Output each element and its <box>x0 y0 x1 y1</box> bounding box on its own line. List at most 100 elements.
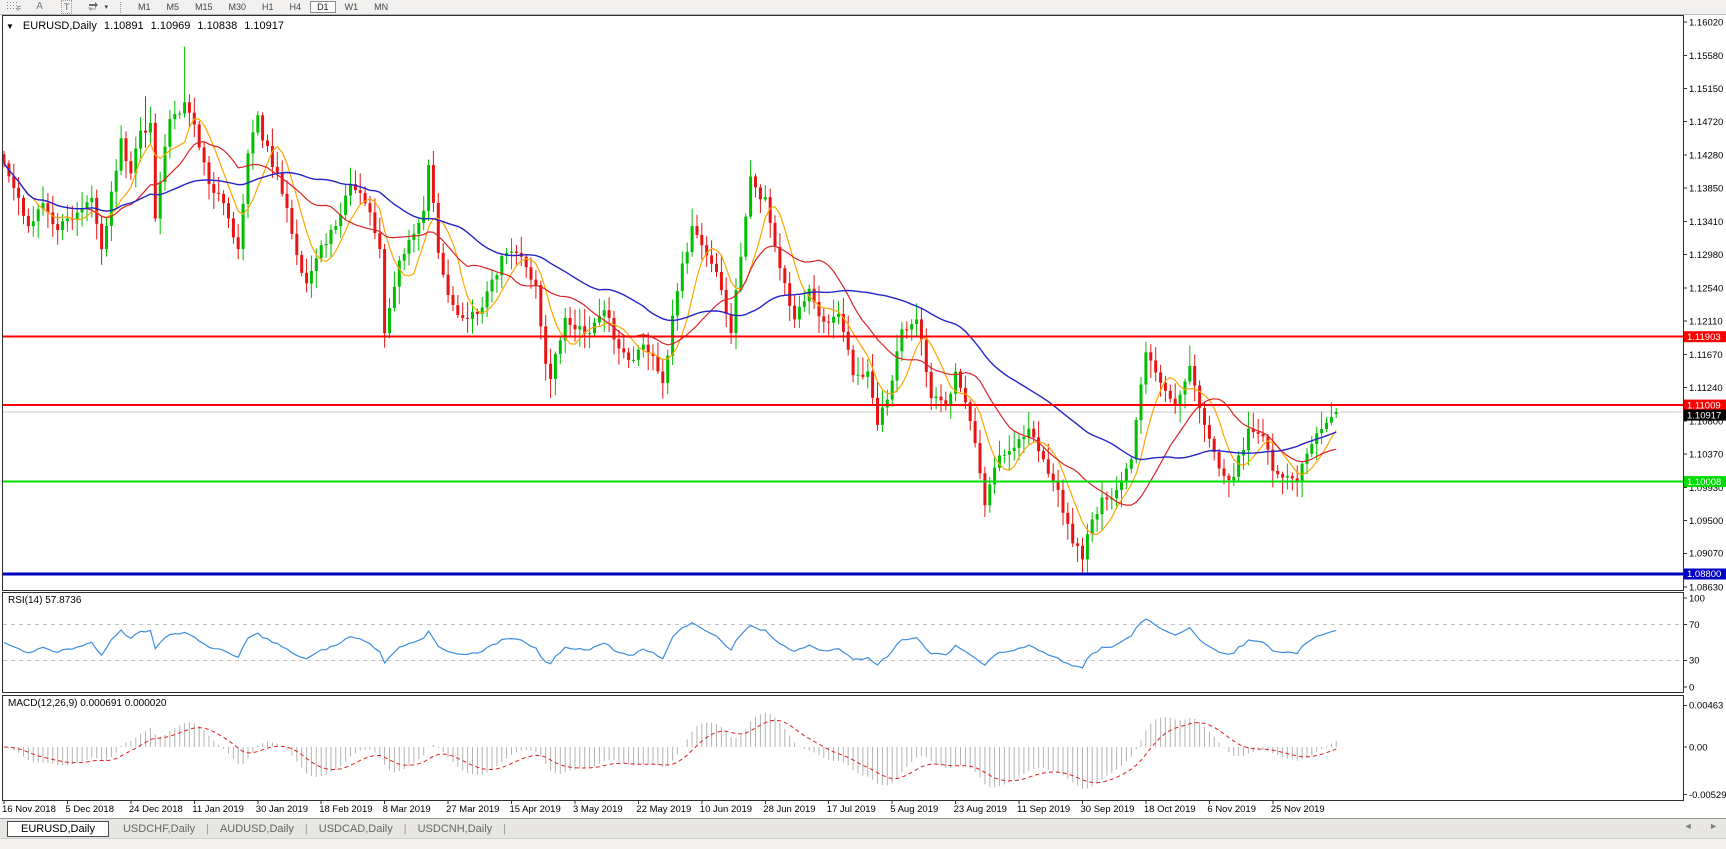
svg-text:70: 70 <box>1689 620 1700 631</box>
cycle-arrows-tool-button[interactable]: ▾ <box>87 1 108 13</box>
svg-text:3 May 2019: 3 May 2019 <box>573 804 623 815</box>
price-chart-canvas[interactable]: 1.16020 1.15580 1.15150 1.14720 1.14280 1.138… <box>0 15 1726 818</box>
rsi-line <box>3 618 1337 669</box>
svg-text:1.10370: 1.10370 <box>1689 449 1723 460</box>
svg-text:11 Jan 2019: 11 Jan 2019 <box>192 804 244 815</box>
tab-scroll-left-icon[interactable]: ◄ <box>1683 821 1693 831</box>
collapse-triangle-icon[interactable]: ▼ <box>6 22 14 31</box>
svg-text:1.10917: 1.10917 <box>1687 410 1721 421</box>
svg-text:1.15580: 1.15580 <box>1689 51 1723 62</box>
rsi-panel-frame <box>2 592 1684 693</box>
svg-text:10 Jun 2019: 10 Jun 2019 <box>700 804 752 815</box>
svg-text:30 Jan 2019: 30 Jan 2019 <box>256 804 308 815</box>
svg-text:0: 0 <box>1689 682 1694 693</box>
svg-text:24 Dec 2018: 24 Dec 2018 <box>129 804 183 815</box>
high-value: 1.10969 <box>150 20 191 32</box>
svg-text:28 Jun 2019: 28 Jun 2019 <box>763 804 815 815</box>
svg-text:18 Feb 2019: 18 Feb 2019 <box>319 804 372 815</box>
svg-text:18 Oct 2019: 18 Oct 2019 <box>1144 804 1196 815</box>
rsi-indicator-label: RSI(14) 57.8736 <box>8 595 82 606</box>
svg-text:1.12980: 1.12980 <box>1689 250 1723 261</box>
cycle-arrows-icon <box>88 2 99 12</box>
svg-text:1.16020: 1.16020 <box>1689 17 1723 28</box>
svg-text:1.11903: 1.11903 <box>1687 332 1721 343</box>
svg-text:1.10800: 1.10800 <box>1689 417 1723 428</box>
timeframe-m1[interactable]: M1 <box>131 1 158 13</box>
f-label: F <box>17 6 22 13</box>
chart-region[interactable]: 1.16020 1.15580 1.15150 1.14720 1.14280 1.138… <box>0 15 1726 818</box>
svg-text:1.09500: 1.09500 <box>1689 516 1723 527</box>
candles-layer <box>3 46 1338 575</box>
svg-text:1.12110: 1.12110 <box>1689 316 1723 327</box>
chart-ohlc-header: ▼ EURUSD,Daily 1.10891 1.10969 1.10838 1.1091… <box>6 20 284 32</box>
svg-text:1.08800: 1.08800 <box>1687 569 1721 580</box>
close-value: 1.10917 <box>244 20 284 32</box>
svg-text:1.14720: 1.14720 <box>1689 117 1723 128</box>
price-badge <box>1684 331 1726 343</box>
text-box-tool-button[interactable]: T <box>60 0 73 14</box>
text-label-tool-button[interactable]: A <box>36 1 43 12</box>
svg-text:1.11240: 1.11240 <box>1689 383 1723 394</box>
svg-text:1.14280: 1.14280 <box>1689 150 1723 161</box>
chart-tab-bar: EURUSD,Daily USDCHF,Daily | AUDUSD,Daily | US… <box>0 818 1726 838</box>
status-strip <box>0 838 1726 849</box>
toolbar-grid-f-icon[interactable]: F <box>6 1 21 13</box>
ma-fast-line <box>3 118 1337 535</box>
tab-separator: | <box>503 822 507 835</box>
svg-text:1.13410: 1.13410 <box>1689 217 1723 228</box>
svg-text:1.15150: 1.15150 <box>1689 84 1723 95</box>
timeframe-button-group: M1 M5 M15 M30 H1 H4 D1 W1 MN <box>130 0 396 14</box>
current-price-badge <box>1684 409 1726 421</box>
price-badge <box>1684 568 1726 580</box>
timeframe-h1[interactable]: H1 <box>255 1 281 13</box>
svg-text:17 Jul 2019: 17 Jul 2019 <box>827 804 876 815</box>
moving-averages-layer <box>3 118 1337 535</box>
svg-text:5 Aug 2019: 5 Aug 2019 <box>890 804 938 815</box>
macd-indicator-label: MACD(12,26,9) 0.000691 0.000020 <box>8 698 167 709</box>
svg-text:25 Nov 2019: 25 Nov 2019 <box>1271 804 1325 815</box>
price-badge <box>1684 476 1726 488</box>
svg-text:1.11009: 1.11009 <box>1687 400 1721 411</box>
timeframe-mn[interactable]: MN <box>367 1 395 13</box>
tab-scroll-nav: ◄ ► <box>1670 821 1718 831</box>
svg-text:0.00: 0.00 <box>1689 742 1708 753</box>
timeframe-m30[interactable]: M30 <box>222 1 254 13</box>
svg-text:27 Mar 2019: 27 Mar 2019 <box>446 804 499 815</box>
svg-text:5 Dec 2018: 5 Dec 2018 <box>65 804 114 815</box>
svg-text:8 Mar 2019: 8 Mar 2019 <box>383 804 431 815</box>
tab-separator: | <box>304 822 308 835</box>
tab-eurusd[interactable]: EURUSD,Daily <box>7 820 109 837</box>
timeframe-m15[interactable]: M15 <box>188 1 220 13</box>
svg-text:1.09070: 1.09070 <box>1689 549 1723 560</box>
svg-text:22 May 2019: 22 May 2019 <box>636 804 691 815</box>
svg-text:1.08630: 1.08630 <box>1689 582 1723 593</box>
tab-usdchf[interactable]: USDCHF,Daily <box>122 822 196 835</box>
tab-separator: | <box>403 822 407 835</box>
open-value: 1.10891 <box>103 20 144 32</box>
tab-usdcnh[interactable]: USDCNH,Daily <box>417 822 493 835</box>
ma-mid-line <box>3 141 1337 506</box>
svg-text:30: 30 <box>1689 656 1700 667</box>
svg-text:11 Sep 2019: 11 Sep 2019 <box>1017 804 1070 815</box>
svg-text:16 Nov 2018: 16 Nov 2018 <box>2 804 56 815</box>
svg-text:1.11670: 1.11670 <box>1689 350 1723 361</box>
tab-scroll-right-icon[interactable]: ► <box>1709 821 1718 831</box>
dropdown-caret-icon[interactable]: ▾ <box>104 4 108 11</box>
tab-usdcad[interactable]: USDCAD,Daily <box>318 822 393 835</box>
svg-text:1.12540: 1.12540 <box>1689 283 1723 294</box>
timeframe-m5[interactable]: M5 <box>159 1 186 13</box>
macd-signal-line <box>3 719 1337 784</box>
macd-histogram <box>8 712 1337 789</box>
timeframe-d1[interactable]: D1 <box>310 1 336 13</box>
svg-text:1.09930: 1.09930 <box>1689 483 1723 494</box>
timeframe-w1[interactable]: W1 <box>338 1 366 13</box>
tab-audusd[interactable]: AUDUSD,Daily <box>219 822 294 835</box>
svg-text:1.10008: 1.10008 <box>1687 477 1721 488</box>
timeframe-h4[interactable]: H4 <box>283 1 309 13</box>
svg-text:6 Nov 2019: 6 Nov 2019 <box>1207 804 1256 815</box>
svg-text:100: 100 <box>1689 593 1705 604</box>
svg-text:30 Sep 2019: 30 Sep 2019 <box>1081 804 1135 815</box>
ma-slow-line <box>3 162 1337 461</box>
svg-text:-0.005295: -0.005295 <box>1689 790 1726 801</box>
price-badge <box>1684 399 1726 411</box>
